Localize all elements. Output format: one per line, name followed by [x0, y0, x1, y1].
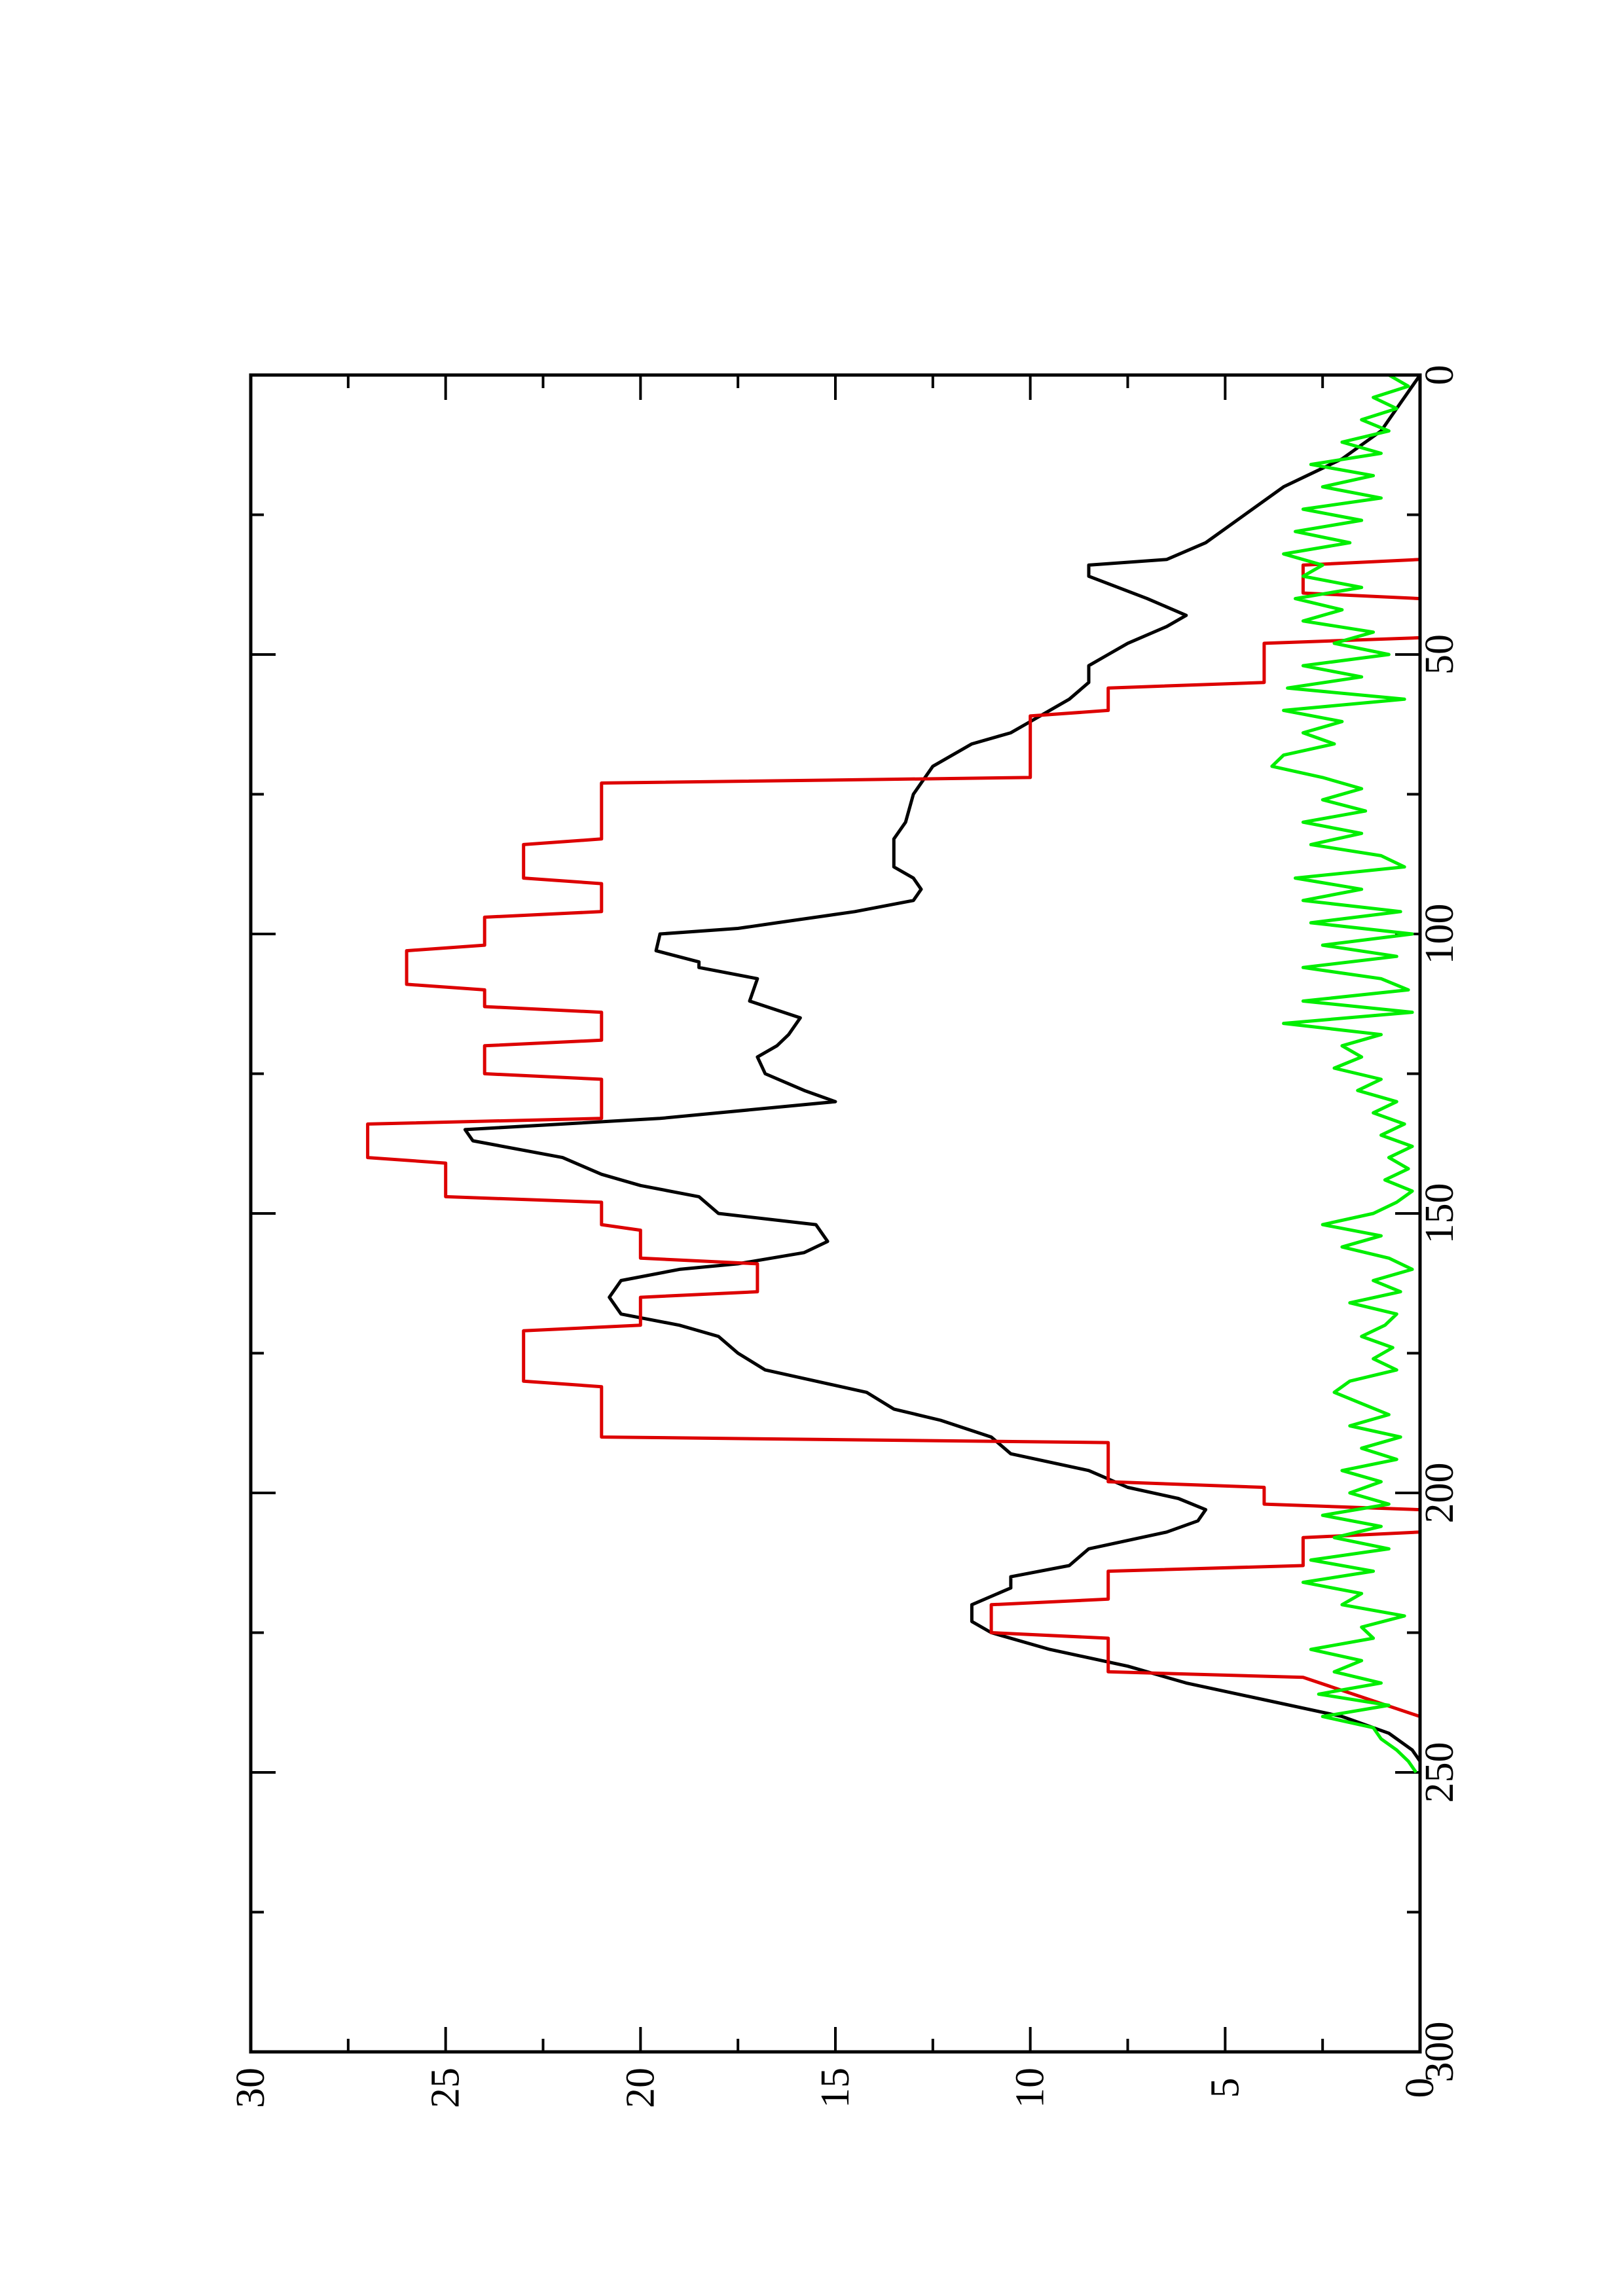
series-line-2: [366, 375, 1422, 1718]
series-line-3: [1270, 373, 1418, 1774]
y-tick-label: 15: [813, 2068, 858, 2108]
x-tick-label: 150: [1417, 1183, 1462, 1244]
x-tick-label: 50: [1417, 634, 1462, 675]
series-layer: [366, 373, 1422, 1774]
series-line-1: [463, 374, 1422, 1772]
x-tick-label: 200: [1417, 1463, 1462, 1524]
y-tick-label: 5: [1203, 2078, 1247, 2098]
x-tick-label: 0: [1417, 365, 1462, 386]
x-axis-ticks: 0 50 100 150 200 250 300: [251, 365, 1462, 2083]
x-tick-label: 250: [1417, 1742, 1462, 1803]
y-tick-label: 0: [1398, 2078, 1442, 2098]
x-tick-label: 100: [1417, 904, 1462, 965]
plot-frame: [249, 373, 1422, 2054]
y-tick-label: 30: [228, 2068, 273, 2108]
y-tick-label: 20: [618, 2068, 663, 2108]
y-tick-label: 25: [424, 2068, 468, 2108]
y-tick-label: 10: [1008, 2068, 1053, 2108]
y-axis-ticks: 0 5 10 15 20 25 30: [228, 375, 1442, 2108]
x-tick-label: 300: [1417, 2022, 1462, 2083]
